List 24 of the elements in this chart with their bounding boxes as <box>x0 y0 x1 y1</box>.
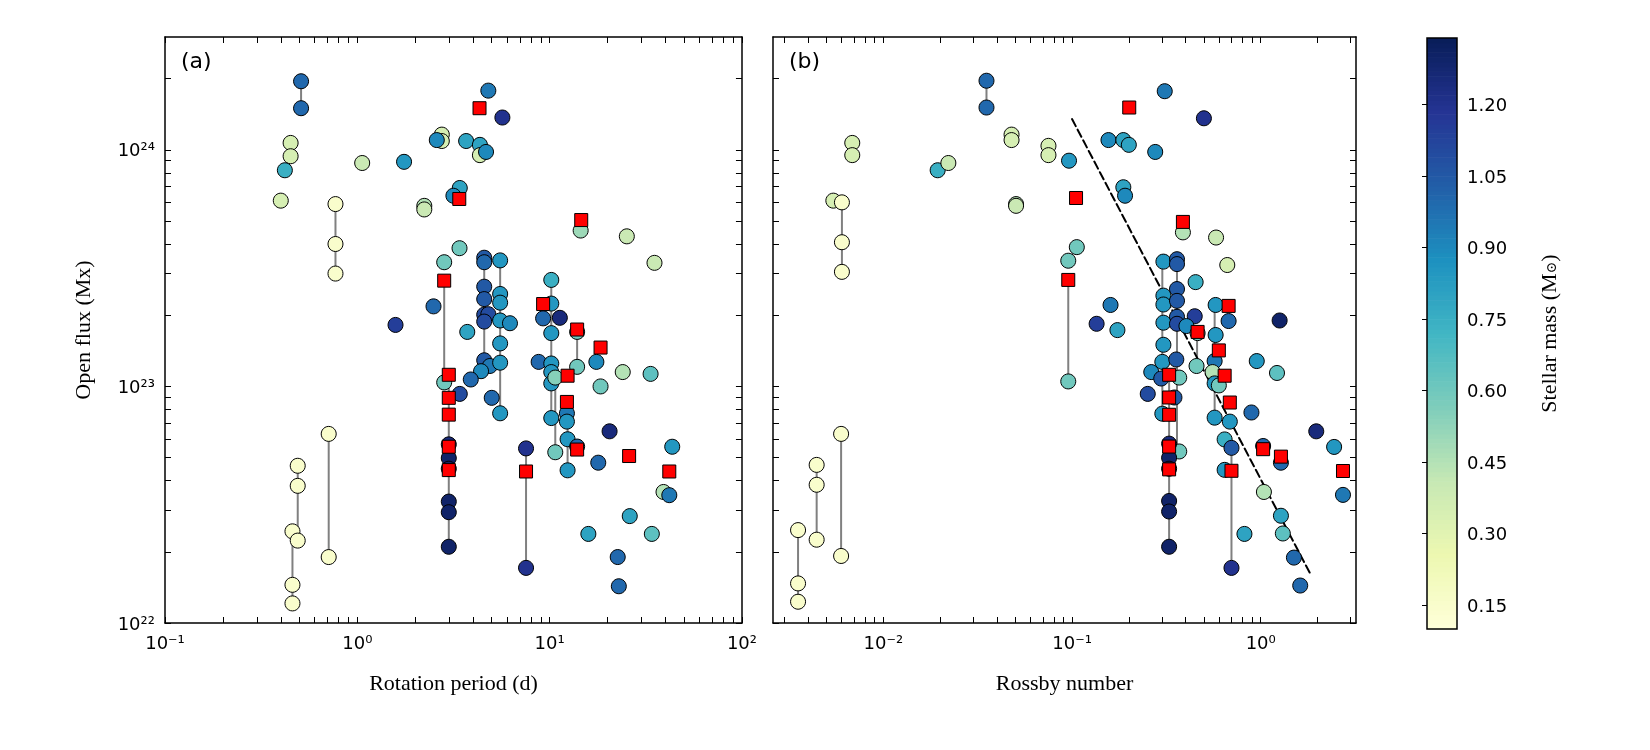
color-bar-label: 0.45 <box>1467 451 1508 473</box>
x-tick-label: 10² <box>726 631 757 653</box>
color-bar-title: Stellar mass (M⊙) <box>1535 254 1561 413</box>
annotation: (a) <box>181 47 212 73</box>
x-tick-label: 10⁻² <box>863 631 904 653</box>
x-tick-label: 10⁻¹ <box>145 631 185 653</box>
x-axis-title: Rotation period (d) <box>369 669 538 695</box>
y-axis-title: Open flux (Mx) <box>69 260 95 400</box>
color-bar-label: 0.60 <box>1467 380 1508 402</box>
x-axis-title: Rossby number <box>995 669 1134 695</box>
x-tick-label: 10⁻¹ <box>1052 631 1092 653</box>
color-bar-label: 1.20 <box>1467 94 1508 116</box>
x-tick-label: 10¹ <box>534 631 565 653</box>
color-bar-label: 1.05 <box>1467 165 1508 187</box>
y-tick-label: 10²³ <box>117 375 155 397</box>
color-bar-label: 0.30 <box>1467 523 1508 545</box>
x-tick-label: 10⁰ <box>342 631 373 653</box>
color-bar-label: 0.15 <box>1467 594 1508 616</box>
annotation: (b) <box>789 47 821 73</box>
y-tick-label: 10²² <box>117 612 155 634</box>
x-tick-label: 10⁰ <box>1245 631 1276 653</box>
color-bar-label: 0.75 <box>1467 308 1508 330</box>
color-bar-label: 0.90 <box>1467 237 1508 259</box>
y-tick-label: 10²⁴ <box>117 139 155 161</box>
